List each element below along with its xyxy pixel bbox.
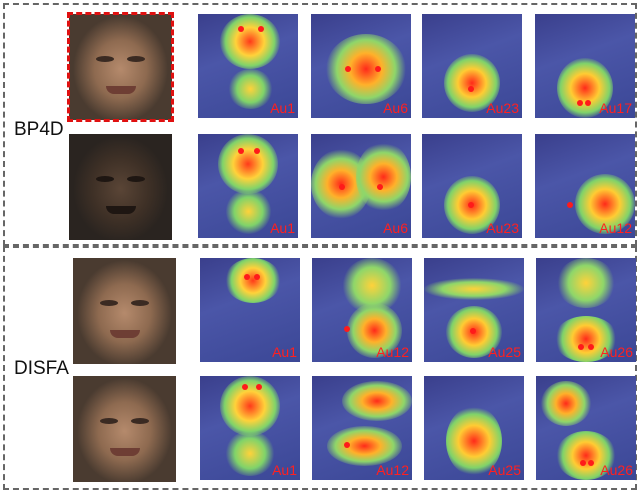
landmark-dot bbox=[238, 148, 244, 154]
face-image-disfa-2 bbox=[73, 376, 176, 482]
landmark-dot bbox=[345, 66, 351, 72]
au-label: Au25 bbox=[488, 344, 521, 360]
au-label: Au6 bbox=[383, 100, 408, 116]
heat-region bbox=[225, 258, 281, 303]
heat-region bbox=[342, 381, 412, 421]
heatmap-bp4d-r1-c4: Au17 bbox=[535, 14, 635, 118]
landmark-dot bbox=[468, 202, 474, 208]
face-mouth bbox=[109, 448, 140, 457]
au-label: Au26 bbox=[600, 344, 633, 360]
landmark-dot bbox=[468, 86, 474, 92]
heatmap-bp4d-r1-c2: Au6 bbox=[311, 14, 411, 118]
landmark-dot bbox=[588, 344, 594, 350]
landmark-dot bbox=[254, 274, 260, 280]
heat-region bbox=[557, 58, 613, 118]
heat-region bbox=[446, 406, 502, 476]
landmark-dot bbox=[258, 26, 264, 32]
heat-region bbox=[347, 303, 402, 358]
landmark-dot bbox=[244, 274, 250, 280]
heatmap-bp4d-r1-c1: Au1 bbox=[198, 14, 298, 118]
landmark-dot bbox=[580, 460, 586, 466]
landmark-dot bbox=[567, 202, 573, 208]
heatmap-bp4d-r1-c3: Au23 bbox=[422, 14, 522, 118]
landmark-dot bbox=[339, 184, 345, 190]
face-eye bbox=[127, 176, 146, 183]
heat-region bbox=[220, 376, 280, 436]
heat-region bbox=[575, 174, 635, 234]
heat-region bbox=[554, 316, 618, 362]
face-mouth bbox=[105, 86, 136, 95]
au-label: Au12 bbox=[376, 344, 409, 360]
face-mouth bbox=[109, 330, 140, 339]
disfa-section-frame bbox=[3, 246, 637, 490]
heatmap-disfa-r1-c4: Au26 bbox=[536, 258, 636, 362]
face-eye bbox=[131, 418, 150, 425]
heat-region bbox=[556, 431, 616, 480]
au-label: Au1 bbox=[272, 462, 297, 478]
heat-region bbox=[226, 189, 271, 234]
heatmap-disfa-r2-c4: Au26 bbox=[536, 376, 636, 480]
landmark-dot bbox=[375, 66, 381, 72]
face-image-bp4d-1 bbox=[69, 14, 172, 120]
landmark-dot bbox=[254, 148, 260, 154]
heatmap-bp4d-r2-c1: Au1 bbox=[198, 134, 298, 238]
face-eye bbox=[95, 56, 114, 63]
heat-region bbox=[556, 258, 616, 308]
landmark-dot bbox=[577, 100, 583, 106]
heatmap-disfa-r1-c2: Au12 bbox=[312, 258, 412, 362]
landmark-dot bbox=[470, 328, 476, 334]
face-image-disfa-1 bbox=[73, 258, 176, 364]
au-label: Au12 bbox=[376, 462, 409, 478]
landmark-dot bbox=[256, 384, 262, 390]
heat-region bbox=[356, 142, 411, 212]
heat-region bbox=[228, 69, 273, 109]
landmark-dot bbox=[585, 100, 591, 106]
heat-region bbox=[327, 426, 402, 466]
heat-region bbox=[424, 278, 524, 300]
au-label: Au1 bbox=[272, 344, 297, 360]
au-label: Au23 bbox=[486, 220, 519, 236]
au-label: Au25 bbox=[488, 462, 521, 478]
heat-region bbox=[541, 381, 591, 426]
heat-region bbox=[225, 431, 275, 476]
landmark-dot bbox=[344, 442, 350, 448]
face-eye bbox=[131, 300, 150, 307]
face-eye bbox=[127, 56, 146, 63]
landmark-dot bbox=[578, 344, 584, 350]
heatmap-bp4d-r2-c4: Au12 bbox=[535, 134, 635, 238]
au-label: Au26 bbox=[600, 462, 633, 478]
face-image-bp4d-2 bbox=[69, 134, 172, 240]
heatmap-bp4d-r2-c3: Au23 bbox=[422, 134, 522, 238]
landmark-dot bbox=[238, 26, 244, 32]
section-label-bp4d: BP4D bbox=[14, 119, 64, 140]
heat-region bbox=[218, 134, 278, 194]
au-label: Au1 bbox=[270, 100, 295, 116]
au-label: Au23 bbox=[486, 100, 519, 116]
face-eye bbox=[99, 300, 118, 307]
landmark-dot bbox=[344, 326, 350, 332]
au-label: Au12 bbox=[599, 220, 632, 236]
au-label: Au17 bbox=[599, 100, 632, 116]
section-label-disfa: DISFA bbox=[14, 358, 69, 379]
heat-region bbox=[326, 34, 406, 104]
heatmap-disfa-r2-c1: Au1 bbox=[200, 376, 300, 480]
bp4d-section-frame bbox=[3, 3, 637, 246]
face-mouth bbox=[105, 206, 136, 215]
selected-face-highlight bbox=[67, 12, 174, 122]
au-label: Au1 bbox=[270, 220, 295, 236]
landmark-dot bbox=[588, 460, 594, 466]
au-label: Au6 bbox=[383, 220, 408, 236]
heatmap-disfa-r1-c3: Au25 bbox=[424, 258, 524, 362]
heat-region bbox=[220, 14, 280, 69]
landmark-dot bbox=[242, 384, 248, 390]
face-eye bbox=[99, 418, 118, 425]
heatmap-disfa-r2-c3: Au25 bbox=[424, 376, 524, 480]
landmark-dot bbox=[377, 184, 383, 190]
heatmap-disfa-r2-c2: Au12 bbox=[312, 376, 412, 480]
heatmap-disfa-r1-c1: Au1 bbox=[200, 258, 300, 362]
heatmap-bp4d-r2-c2: Au6 bbox=[311, 134, 411, 238]
heat-region bbox=[444, 54, 500, 112]
face-eye bbox=[95, 176, 114, 183]
